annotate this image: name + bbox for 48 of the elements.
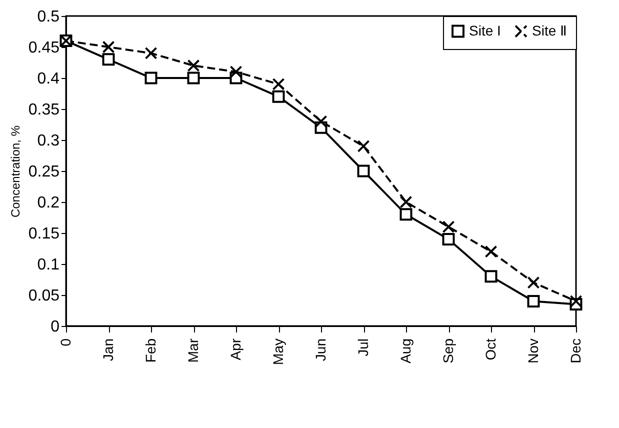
y-tick-label: 0.2 [37, 194, 60, 212]
point [442, 232, 455, 246]
x-tick-label: Dec [568, 338, 584, 364]
x-tick-label: Mar [185, 338, 201, 363]
x-tick-label: Apr [228, 338, 244, 360]
point [400, 208, 412, 221]
x-tick-label: Nov [525, 338, 541, 364]
point [527, 276, 540, 289]
point [570, 294, 582, 308]
x-tick-label: Jul [355, 338, 371, 356]
y-tick-label: 0.45 [28, 40, 60, 56]
point [187, 59, 200, 72]
point [102, 40, 115, 54]
point [230, 66, 242, 78]
y-tick-label: 0.05 [28, 288, 60, 304]
y-tick-label: 0.4 [37, 70, 60, 88]
x-tick-label: 0 [58, 338, 74, 346]
point [314, 115, 328, 128]
point [484, 270, 498, 283]
y-tick-label: 0.15 [28, 226, 60, 242]
point [484, 245, 498, 258]
point [357, 140, 370, 152]
y-axis-title: Concentration, % [8, 125, 22, 218]
x-tick-label: Feb [142, 338, 158, 363]
y-tick-label: 0.3 [37, 132, 60, 150]
y-tick-label: 0 [50, 318, 60, 336]
point [357, 164, 370, 178]
point [400, 196, 412, 208]
x-tick-label: Jun [312, 338, 328, 362]
y-tick-label: 0.1 [37, 256, 60, 274]
legend-label: Site I [469, 22, 501, 38]
point [272, 78, 285, 90]
y-tick-label: 0.35 [28, 102, 60, 118]
point [144, 72, 158, 84]
legend-label: Site Ⅱ [532, 22, 568, 38]
point [102, 53, 115, 66]
y-tick-label: 0.5 [37, 8, 60, 26]
point [272, 90, 285, 103]
x-tick-label: Sep [440, 338, 456, 364]
x-tick-label: May [270, 338, 286, 365]
point [187, 72, 200, 84]
point [144, 46, 158, 60]
y-tick-label: 0.25 [28, 164, 60, 180]
x-tick-label: Jan [100, 338, 116, 362]
x-tick-label: Aug [398, 338, 414, 364]
point [527, 294, 540, 308]
point [442, 220, 455, 234]
x-tick-label: Oct [482, 338, 498, 360]
